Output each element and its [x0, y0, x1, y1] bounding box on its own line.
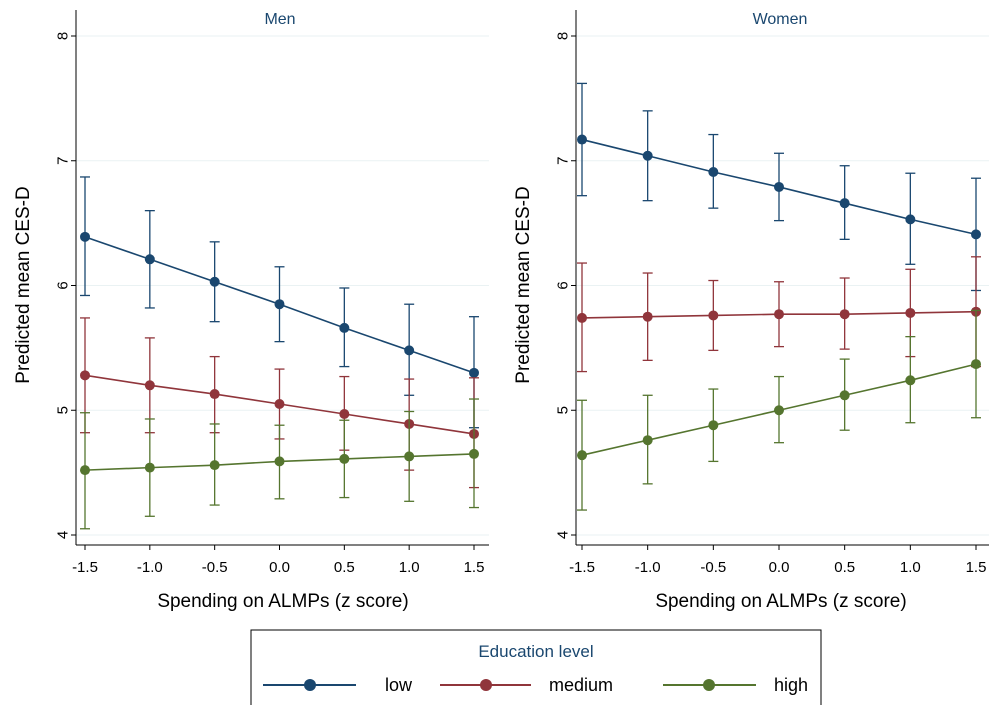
x-tick-label-men-5: 1.0 [399, 559, 420, 576]
y-tick-label-men-1: 5 [54, 406, 71, 414]
x-tick-label-men-0: -1.5 [72, 559, 98, 576]
legend-label-low: low [385, 675, 413, 695]
x-tick-label-women-0: -1.5 [569, 559, 595, 576]
point-women-medium-3 [774, 309, 784, 320]
point-women-low-6 [971, 229, 981, 240]
point-men-medium-3 [274, 399, 285, 410]
series-women-high [577, 309, 981, 511]
point-women-low-3 [774, 181, 784, 192]
y-tick-label-men-0: 4 [54, 531, 71, 539]
point-women-medium-5 [905, 307, 916, 318]
point-men-high-2 [209, 460, 220, 471]
series-men-high [80, 398, 479, 530]
y-tick-label-women-3: 7 [554, 157, 571, 165]
x-axis-title-men: Spending on ALMPs (z score) [157, 591, 408, 612]
point-women-high-0 [577, 450, 587, 461]
point-men-medium-4 [339, 408, 350, 419]
x-tick-label-women-3: 0.0 [769, 559, 790, 576]
point-women-low-1 [642, 150, 653, 161]
legend-marker-low [304, 679, 316, 691]
point-men-low-2 [209, 276, 220, 287]
x-tick-label-men-1: -1.0 [137, 559, 163, 576]
panel-women: Women Predicted mean CES-D Spending on A… [513, 10, 989, 612]
legend-title: Education level [478, 642, 593, 661]
point-women-high-6 [971, 359, 981, 370]
point-men-medium-0 [80, 370, 90, 381]
series-women-medium [577, 256, 981, 373]
y-axis-title-women: Predicted mean CES-D [513, 186, 534, 383]
legend-marker-medium [480, 679, 492, 691]
legend-label-high: high [774, 675, 808, 695]
x-tick-label-women-6: 1.5 [966, 559, 987, 576]
x-tick-label-women-4: 0.5 [834, 559, 855, 576]
x-tick-label-women-2: -0.5 [700, 559, 726, 576]
point-men-low-5 [404, 345, 415, 356]
x-tick-label-men-6: 1.5 [464, 559, 485, 576]
y-axis-title-men: Predicted mean CES-D [13, 186, 34, 383]
point-men-high-5 [404, 451, 415, 462]
panel-men: Men Predicted mean CES-D Spending on ALM… [13, 10, 489, 612]
legend-label-medium: medium [549, 675, 613, 695]
x-tick-label-women-5: 1.0 [900, 559, 921, 576]
point-women-low-2 [708, 166, 719, 177]
panel-title-men: Men [264, 11, 295, 28]
point-women-high-3 [774, 405, 784, 416]
point-men-high-4 [339, 453, 350, 464]
point-women-low-0 [577, 134, 587, 145]
point-women-low-5 [905, 214, 916, 225]
y-tick-label-women-4: 8 [554, 32, 571, 40]
y-tick-label-men-4: 8 [54, 32, 71, 40]
point-men-high-3 [274, 456, 285, 467]
point-men-low-1 [144, 254, 155, 265]
point-men-medium-2 [209, 389, 220, 400]
x-tick-label-women-1: -1.0 [635, 559, 661, 576]
point-women-medium-2 [708, 310, 719, 321]
y-tick-label-men-2: 6 [54, 281, 71, 289]
point-men-high-6 [469, 448, 479, 459]
y-tick-label-women-2: 6 [554, 281, 571, 289]
point-men-low-6 [469, 367, 479, 378]
point-women-low-4 [839, 198, 850, 209]
point-women-medium-1 [642, 311, 653, 322]
panel-title-women: Women [753, 11, 808, 28]
point-men-high-0 [80, 465, 90, 476]
point-women-medium-4 [839, 309, 850, 320]
y-tick-label-women-1: 5 [554, 406, 571, 414]
point-men-low-3 [274, 299, 285, 310]
x-tick-label-men-4: 0.5 [334, 559, 355, 576]
x-tick-label-men-3: 0.0 [269, 559, 290, 576]
y-tick-label-women-0: 4 [554, 531, 571, 539]
x-axis-title-women: Spending on ALMPs (z score) [655, 591, 906, 612]
y-tick-label-men-3: 7 [54, 157, 71, 165]
point-women-high-1 [642, 435, 653, 446]
point-men-low-4 [339, 322, 350, 333]
x-tick-label-men-2: -0.5 [202, 559, 228, 576]
point-women-high-5 [905, 375, 916, 386]
point-men-high-1 [144, 462, 155, 473]
point-men-low-0 [80, 231, 90, 242]
point-women-medium-0 [577, 312, 587, 323]
point-women-high-2 [708, 420, 719, 431]
point-women-high-4 [839, 390, 850, 401]
legend-box [250, 629, 822, 705]
point-men-medium-1 [144, 380, 155, 391]
legend-marker-high [703, 679, 715, 691]
legend: Education level low medium high [250, 629, 822, 705]
